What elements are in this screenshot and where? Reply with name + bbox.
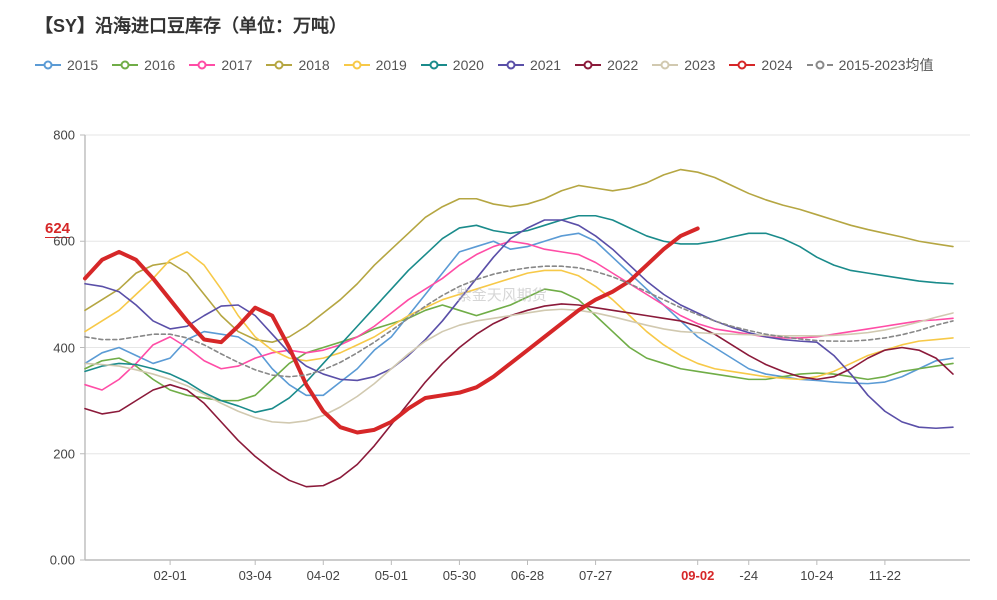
series-2017 xyxy=(85,241,953,390)
series-2024 xyxy=(85,229,698,433)
x-tick-label: 10-24 xyxy=(800,568,833,583)
legend-marker xyxy=(729,59,755,71)
series-2022 xyxy=(85,304,953,487)
legend-label: 2024 xyxy=(761,57,792,73)
legend-label: 2015 xyxy=(67,57,98,73)
series-line xyxy=(85,289,953,401)
x-tick-label: 07-27 xyxy=(579,568,612,583)
legend-marker xyxy=(498,59,524,71)
legend-marker xyxy=(807,59,833,71)
legend-item-2016[interactable]: 2016 xyxy=(112,57,175,73)
series-line xyxy=(85,241,953,390)
legend-label: 2019 xyxy=(376,57,407,73)
legend-item-2024[interactable]: 2024 xyxy=(729,57,792,73)
legend-marker xyxy=(112,59,138,71)
y-tick-label: 200 xyxy=(53,446,75,461)
legend-marker xyxy=(35,59,61,71)
series-line xyxy=(85,304,953,487)
legend-label: 2017 xyxy=(221,57,252,73)
legend-item-2023[interactable]: 2023 xyxy=(652,57,715,73)
x-tick-label: 09-02 xyxy=(681,568,714,583)
legend-label: 2018 xyxy=(298,57,329,73)
series-2016 xyxy=(85,289,953,401)
legend-item-2022[interactable]: 2022 xyxy=(575,57,638,73)
watermark: 紫金天风期货 xyxy=(457,284,547,305)
plot-area: 紫金天风期货 624 xyxy=(85,135,970,560)
chart-container: 【SY】沿海进口豆库存（单位：万吨） 201520162017201820192… xyxy=(0,0,997,600)
legend-item-2015[interactable]: 2015 xyxy=(35,57,98,73)
x-tick-label: 04-02 xyxy=(307,568,340,583)
x-tick-label: 03-04 xyxy=(239,568,272,583)
legend-item-2021[interactable]: 2021 xyxy=(498,57,561,73)
series-2019 xyxy=(85,252,953,380)
y-tick-label: 400 xyxy=(53,340,75,355)
legend-item-2017[interactable]: 2017 xyxy=(189,57,252,73)
legend-label: 2023 xyxy=(684,57,715,73)
y-tick-label: 600 xyxy=(53,234,75,249)
legend-label: 2016 xyxy=(144,57,175,73)
chart-title: 【SY】沿海进口豆库存（单位：万吨） xyxy=(35,12,347,38)
x-tick-label: 11-22 xyxy=(869,568,901,583)
legend-marker xyxy=(421,59,447,71)
legend-marker xyxy=(189,59,215,71)
legend-label: 2020 xyxy=(453,57,484,73)
x-tick-label: 05-30 xyxy=(443,568,476,583)
chart-legend: 2015 2016 2017 2018 2019 2020 2021 2022 2023 2024… xyxy=(35,55,972,75)
legend-marker xyxy=(652,59,678,71)
series-line xyxy=(85,252,953,380)
y-tick-label: 0.00 xyxy=(50,553,75,568)
legend-item-2020[interactable]: 2020 xyxy=(421,57,484,73)
legend-item-2018[interactable]: 2018 xyxy=(266,57,329,73)
legend-label: 2021 xyxy=(530,57,561,73)
legend-marker xyxy=(266,59,292,71)
series-2018 xyxy=(85,170,953,343)
legend-item-2015-2023均值[interactable]: 2015-2023均值 xyxy=(807,55,934,75)
y-tick-label: 800 xyxy=(53,128,75,143)
y-axis-labels: 0.00200400600800 xyxy=(0,135,75,560)
x-tick-label: 06-28 xyxy=(511,568,544,583)
legend-marker xyxy=(575,59,601,71)
legend-label: 2022 xyxy=(607,57,638,73)
series-line xyxy=(85,229,698,433)
x-tick-label: 02-01 xyxy=(153,568,186,583)
series-line xyxy=(85,170,953,343)
x-tick-label: 05-01 xyxy=(375,568,408,583)
x-tick-label: -24 xyxy=(739,568,758,583)
legend-label: 2015-2023均值 xyxy=(839,55,934,75)
plot-svg xyxy=(85,135,970,560)
legend-item-2019[interactable]: 2019 xyxy=(344,57,407,73)
legend-marker xyxy=(344,59,370,71)
